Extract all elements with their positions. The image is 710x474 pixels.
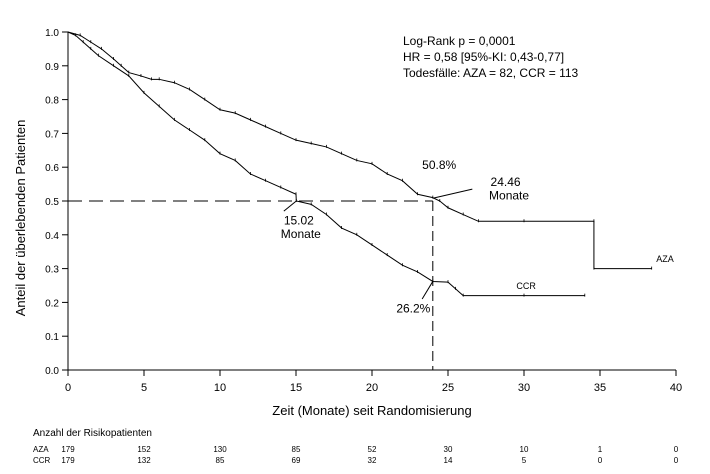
risk-cell: 0 xyxy=(598,456,603,465)
risk-cell: 0 xyxy=(674,445,679,454)
risk-cell: 5 xyxy=(522,456,527,465)
legend-line-hr: HR = 0,58 [95%-KI: 0,43-0,77] xyxy=(403,50,564,64)
y-tick-label: 0.7 xyxy=(45,129,59,140)
risk-row-label: AZA xyxy=(33,445,49,454)
risk-cell: 152 xyxy=(137,445,151,454)
x-tick-label: 15 xyxy=(290,382,302,394)
annotation-leader xyxy=(432,188,473,199)
y-tick-label: 0.5 xyxy=(45,197,59,208)
y-tick-label: 0.0 xyxy=(45,366,59,377)
risk-cell: 1 xyxy=(598,445,603,454)
risk-cell: 69 xyxy=(292,456,301,465)
risk-cell: 132 xyxy=(137,456,151,465)
annotation-label: 24.46 xyxy=(491,175,521,189)
x-tick-label: 30 xyxy=(518,382,530,394)
annotation-label: 15.02 xyxy=(284,214,314,228)
annotation-leader xyxy=(283,200,297,212)
risk-cell: 179 xyxy=(61,445,75,454)
x-tick-label: 40 xyxy=(670,382,682,394)
risk-cell: 52 xyxy=(368,445,377,454)
legend-line-deaths: Todesfälle: AZA = 82, CCR = 113 xyxy=(403,66,579,80)
risk-table: Anzahl der Risikopatienten AZA 179 152 130 8… xyxy=(33,428,679,465)
legend-line-logrank: Log-Rank p = 0,0001 xyxy=(403,34,516,48)
risk-table-title: Anzahl der Risikopatienten xyxy=(33,428,152,439)
risk-cell: 14 xyxy=(444,456,453,465)
x-axis-label: Zeit (Monate) seit Randomisierung xyxy=(272,403,471,418)
risk-cell: 85 xyxy=(216,456,225,465)
legend: Log-Rank p = 0,0001 HR = 0,58 [95%-KI: 0… xyxy=(403,34,579,80)
series-group: AZA CCR xyxy=(67,31,674,297)
y-tick-label: 0.6 xyxy=(45,163,59,174)
risk-cell: 10 xyxy=(520,445,529,454)
annotation-label: 50.8% xyxy=(422,158,456,172)
y-tick-label: 0.4 xyxy=(45,231,59,242)
y-axis-label: Anteil der überlebenden Patienten xyxy=(13,120,28,317)
x-tick-label: 25 xyxy=(442,382,454,394)
x-tick-label: 5 xyxy=(141,382,147,394)
x-tick-label: 35 xyxy=(594,382,606,394)
annotation-label: Monate xyxy=(281,227,321,241)
axes: 0 5 10 15 20 25 30 35 40 0.0 0.1 0.2 0.3 0.4 0.5 0.6 0.7… xyxy=(45,28,682,394)
y-tick-label: 0.9 xyxy=(45,62,59,73)
risk-cell: 30 xyxy=(444,445,453,454)
y-tick-label: 1.0 xyxy=(45,28,59,39)
risk-cell: 179 xyxy=(61,456,75,465)
y-tick-label: 0.2 xyxy=(45,298,59,309)
annotation-leader xyxy=(421,281,434,300)
risk-cell: 32 xyxy=(368,456,377,465)
survival-curve-aza xyxy=(67,31,652,270)
reference-lines xyxy=(68,200,434,370)
y-tick-label: 0.3 xyxy=(45,265,59,276)
series-label-aza: AZA xyxy=(656,254,674,264)
series-label-ccr: CCR xyxy=(516,281,536,291)
y-tick-label: 0.8 xyxy=(45,96,59,107)
annotation-label: 26.2% xyxy=(396,302,430,316)
risk-cell: 85 xyxy=(292,445,301,454)
risk-row-label: CCR xyxy=(33,456,51,465)
y-tick-label: 0.1 xyxy=(45,332,59,343)
x-tick-label: 20 xyxy=(366,382,378,394)
risk-cell: 0 xyxy=(674,456,679,465)
x-tick-label: 0 xyxy=(65,382,71,394)
risk-cell: 130 xyxy=(213,445,227,454)
x-tick-label: 10 xyxy=(214,382,226,394)
annotation-label: Monate xyxy=(489,188,529,202)
